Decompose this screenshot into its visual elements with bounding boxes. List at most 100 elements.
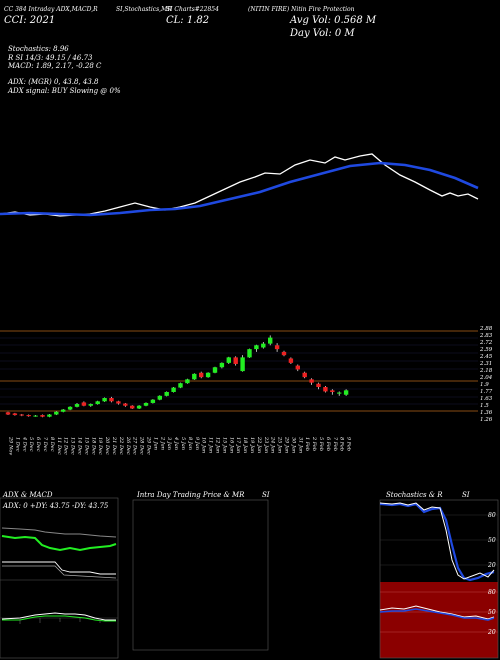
x-axis-date-label: 26 Dec — [125, 436, 131, 455]
adx-green-line — [1, 535, 117, 552]
candle — [67, 406, 73, 411]
rsi-level-50: 50 — [488, 609, 496, 616]
y-axis-tick-label: 2.88 — [479, 326, 493, 332]
candle — [81, 401, 87, 407]
stoch-level-50: 50 — [488, 537, 496, 544]
candle-body-up — [143, 402, 149, 406]
header-title-left: CC 384 Intraday ADX,MACD,R — [4, 6, 98, 13]
candle — [61, 409, 66, 413]
day-volume-label: Day Vol: 0 M — [290, 28, 355, 39]
x-axis-date-label: 7 Dec — [42, 437, 48, 452]
x-axis-date-label: 24 Jan — [270, 436, 276, 453]
candle — [233, 356, 238, 366]
y-axis-tick-label: 1.63 — [480, 396, 493, 402]
candle-body-down — [309, 379, 314, 383]
candle-body-down — [281, 351, 287, 356]
candle-body-down — [330, 390, 335, 392]
x-axis-date-label: 1 Dec — [14, 437, 20, 452]
candle-body-down — [40, 415, 45, 417]
x-axis-date-label: 4 Jan — [173, 436, 179, 450]
candle — [337, 391, 342, 396]
x-axis-date-label: 22 Dec — [118, 436, 124, 455]
candle — [219, 362, 225, 369]
candle — [130, 405, 135, 410]
rsi-level-80: 80 — [488, 589, 496, 596]
x-axis-date-label: 11 Jan — [208, 437, 214, 453]
y-axis-tick-label: 1.26 — [480, 417, 493, 423]
candle — [212, 366, 218, 374]
candle-body-up — [54, 411, 59, 415]
candle-body-up — [74, 404, 80, 407]
candle-body-up — [254, 345, 259, 350]
candle — [302, 371, 307, 379]
candle-body-up — [343, 390, 349, 395]
candle-body-up — [219, 362, 225, 368]
stoch-blue-line — [379, 502, 495, 582]
stoch-panel-title-right: SI — [462, 491, 470, 499]
x-axis-date-label: 9 Jan — [194, 437, 200, 450]
x-axis-date-label: 1 Feb — [304, 437, 310, 451]
price-grid — [0, 337, 478, 405]
x-axis-date-label: 23 Jan — [263, 436, 269, 453]
candle-body-up — [226, 357, 231, 363]
candle — [74, 402, 80, 408]
candle-body-down — [5, 412, 11, 415]
candle-body-up — [61, 409, 66, 412]
intraday-panel-frame — [132, 499, 269, 651]
x-axis-date-label: 4 Dec — [21, 436, 27, 452]
adx-white-line-1 — [2, 561, 116, 575]
candle — [164, 391, 169, 397]
x-axis-date-label: 21 Dec — [111, 436, 117, 455]
candle — [157, 395, 162, 401]
candle-body-down — [12, 413, 18, 416]
cci-label: CCI: 2021 — [4, 15, 56, 26]
overview-price-line — [0, 153, 479, 217]
x-axis-date-label: 29 Jan — [284, 436, 290, 453]
candle — [26, 414, 31, 417]
x-axis-date-label: 31 Jan — [297, 437, 303, 453]
x-axis-date-label: 13 Dec — [70, 437, 76, 455]
candle-body-down — [81, 402, 87, 406]
adx-white-line-2 — [2, 565, 117, 579]
rsi-blue-line — [379, 608, 495, 621]
candle — [274, 343, 280, 352]
candle-body-up — [192, 373, 197, 380]
rsi-white-line — [379, 605, 495, 620]
x-axis-date-label: 18 Dec — [90, 437, 96, 455]
candle — [88, 403, 93, 407]
candle — [205, 372, 211, 378]
x-axis-date-label: 8 Dec — [49, 437, 55, 452]
price-level-lines — [0, 330, 478, 412]
candle-body-up — [102, 398, 107, 402]
candle — [323, 385, 328, 393]
x-axis-date-label: 28 Dec — [139, 436, 145, 455]
candle-body-up — [33, 415, 38, 417]
y-axis-tick-label: 1.36 — [480, 410, 493, 416]
y-axis-tick-label: 1.9 — [480, 382, 489, 388]
candle — [247, 348, 252, 358]
adx-readout: ADX: (MGR) 0, 43.8, 43.8 — [8, 78, 99, 86]
adx-panel-frame — [0, 497, 119, 659]
candle — [330, 389, 335, 395]
candle — [178, 382, 183, 389]
x-axis-date-label: 18 Jan — [242, 437, 248, 453]
candle-body-up — [67, 406, 73, 410]
x-axis-date-label: 29 Nov — [8, 436, 14, 455]
candle-body-up — [164, 391, 169, 396]
candle — [40, 414, 45, 418]
candle-body-up — [205, 372, 211, 378]
x-axis-date-label: 6 Dec — [35, 437, 41, 452]
candle — [288, 357, 294, 364]
candle — [254, 344, 259, 352]
rsi-readout: R SI 14/3: 49.15 / 46.73 — [8, 54, 93, 62]
macd-green-line — [2, 615, 116, 622]
y-axis-tick-label: 1.77 — [480, 389, 493, 395]
candle-body-up — [47, 414, 52, 417]
candle-body-up — [150, 399, 156, 403]
candle — [281, 350, 287, 357]
candle-body-down — [316, 383, 321, 388]
candle-body-up — [157, 395, 162, 400]
x-axis-date-label: 1 Jan — [152, 437, 158, 450]
intraday-panel-title: Intra Day Trading Price & MR — [137, 491, 245, 499]
candle-body-up — [268, 337, 273, 344]
